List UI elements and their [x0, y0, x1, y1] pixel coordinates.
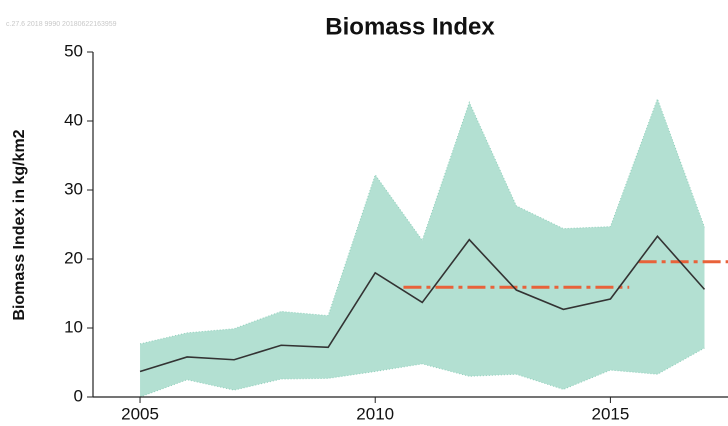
confidence-band: [140, 98, 705, 398]
lower-bound: [139, 347, 705, 398]
chart-title: Biomass Index: [325, 13, 495, 40]
y-tick-label: 30: [64, 179, 83, 198]
index-line: [139, 234, 706, 373]
y-tick-label: 50: [64, 41, 83, 60]
stamp: c.27.6 2018 9990 20180622163959: [6, 21, 117, 28]
y-axis-label: Biomass Index in kg/km2: [11, 129, 28, 320]
x-tick-label: 2010: [356, 404, 394, 423]
y-tick-label: 0: [74, 386, 83, 405]
x-tick-label: 2005: [121, 404, 159, 423]
y-tick-label: 10: [64, 317, 83, 336]
x-tick-label: 2015: [591, 404, 629, 423]
y-tick-label: 20: [64, 248, 83, 267]
upper-bound: [139, 97, 705, 345]
y-tick-label: 40: [64, 110, 83, 129]
